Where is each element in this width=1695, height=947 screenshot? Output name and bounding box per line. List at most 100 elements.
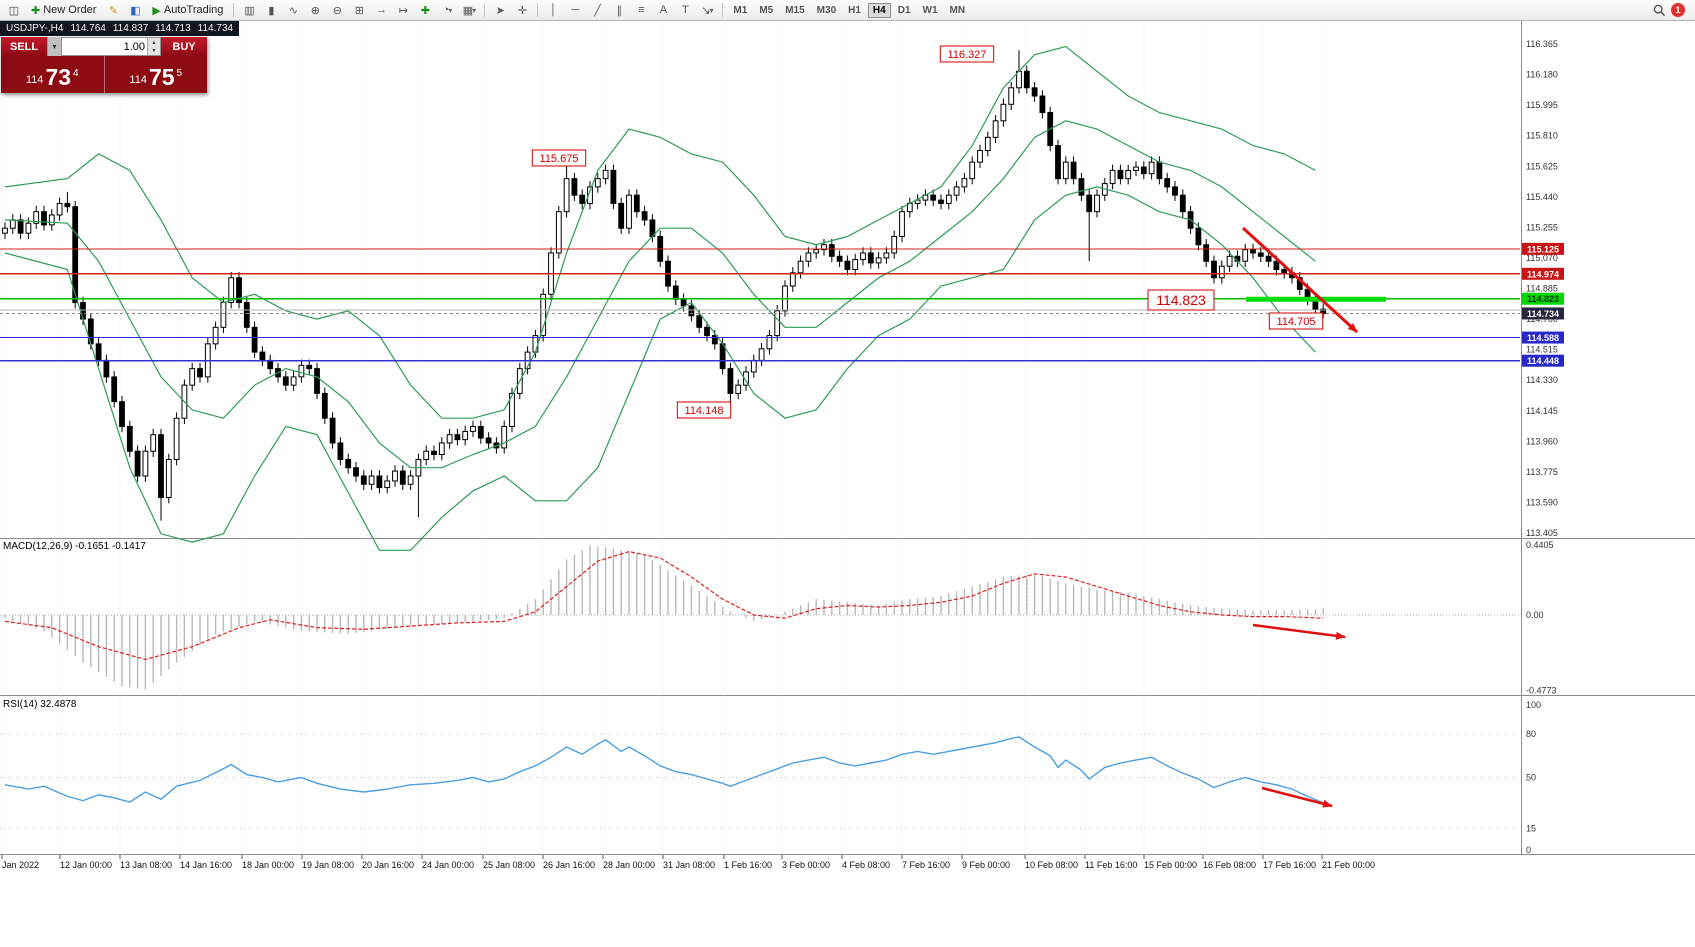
timeframe-w1[interactable]: W1 [918,3,943,18]
svg-text:80: 80 [1526,729,1536,739]
text-tool-icon[interactable]: A [659,4,668,16]
volume-up-icon[interactable]: ▴ [152,39,156,46]
svg-text:0: 0 [1526,845,1531,855]
price-tag [1522,331,1564,344]
bid-price[interactable]: 114 73 4 [1,56,104,93]
arrows-tool-icon[interactable]: ↘ ▾ [697,2,717,18]
svg-text:114.705: 114.705 [1277,316,1316,328]
new-order-button[interactable]: ✚ New Order [26,2,101,18]
quote-bar: USDJPY-,H4 114.764 114.837 114.713 114.7… [0,21,240,36]
svg-text:114.588: 114.588 [1527,333,1559,343]
svg-text:113.960: 113.960 [1526,436,1558,446]
ask-prefix: 114 [129,73,147,86]
arrow-glyph-icon: ↘ [701,4,711,17]
toolbar-separator [537,3,539,17]
candlestick-chart-icon[interactable]: ▮ [268,4,275,17]
cursor-icon[interactable]: ➤ [495,4,506,17]
market-watch-icon[interactable]: ◧ [130,4,141,17]
ask-price[interactable]: 114 75 5 [103,56,208,93]
chart-window-icon[interactable]: ◫ [8,4,20,17]
price-tag [1522,267,1564,280]
search-icon[interactable] [1649,2,1669,18]
timeframe-d1[interactable]: D1 [893,3,916,18]
zoom-out-icon[interactable]: ⊖ [332,4,343,17]
svg-text:3 Feb 00:00: 3 Feb 00:00 [782,860,830,870]
fibonacci-tool-icon[interactable]: ≡ [638,4,645,16]
notification-badge[interactable]: 1 [1671,3,1685,17]
svg-text:114.974: 114.974 [1527,269,1559,279]
time-axis: Jan 2022 12 Jan 00:00 13 Jan 08:00 14 Jan 1… [1,855,1375,870]
indicators-icon[interactable]: ✚ [420,4,431,17]
svg-text:114.734: 114.734 [1527,309,1559,319]
volume-dropdown-icon[interactable]: ▾ [47,37,61,56]
svg-text:7 Feb 16:00: 7 Feb 16:00 [902,860,950,870]
svg-text:113.405: 113.405 [1526,528,1558,538]
svg-text:114.145: 114.145 [1526,406,1558,416]
timeframe-m1[interactable]: M1 [728,3,752,18]
channel-tool-icon[interactable]: ∥ [616,4,623,17]
timeframe-mn[interactable]: MN [945,3,971,18]
svg-text:Jan 2022: Jan 2022 [2,860,39,870]
toolbar-separator [484,3,486,17]
toolbar-separator [233,3,235,17]
bid-prefix: 114 [25,73,44,86]
svg-text:100: 100 [1526,700,1541,710]
rsi-label: RSI(14) 32.4878 [3,699,77,710]
zoom-in-icon[interactable]: ⊕ [310,4,321,17]
timeframe-m30[interactable]: M30 [812,3,841,18]
buy-button[interactable]: BUY [161,37,207,56]
svg-text:24 Jan 00:00: 24 Jan 00:00 [422,860,474,870]
templates-icon[interactable]: ▦ ▾ [459,2,479,18]
chevron-down-icon: ▾ [448,5,453,15]
symbol-period-label: USDJPY-,H4 [6,23,64,34]
rsi-panel [0,733,1520,829]
svg-text:115.125: 115.125 [1527,244,1559,254]
svg-text:116.180: 116.180 [1526,70,1558,80]
crosshair-icon[interactable]: ✛ [517,4,528,17]
text-label-tool-icon[interactable]: T [682,4,689,16]
volume-down-icon[interactable]: ▾ [152,48,156,55]
chevron-down-icon: ▾ [709,5,714,15]
timeframe-h4[interactable]: H4 [867,2,891,18]
svg-text:25 Jan 08:00: 25 Jan 08:00 [483,860,535,870]
autotrading-button[interactable]: ▶ AutoTrading [147,2,228,18]
metaeditor-icon[interactable]: ✎ [108,4,119,17]
svg-text:19 Jan 08:00: 19 Jan 08:00 [302,860,354,870]
volume-stepper[interactable]: ▴ ▾ [147,38,160,55]
auto-scroll-icon[interactable]: → [375,4,387,16]
horizontal-line-tool-icon[interactable]: ─ [571,4,580,16]
vertical-line-tool-icon[interactable]: │ [549,4,557,16]
price-tag [1522,292,1564,305]
price-callouts[interactable]: 116.327 115.675 114.823 114.148 114.705 [531,45,1324,419]
svg-text:0.4405: 0.4405 [1526,540,1554,550]
svg-text:113.590: 113.590 [1526,497,1558,507]
svg-text:116.327: 116.327 [948,49,987,61]
svg-text:114.823: 114.823 [1527,294,1559,304]
trend-arrows[interactable] [1241,226,1359,808]
timeframe-m5[interactable]: M5 [754,3,778,18]
quote-open: 114.764 [70,23,106,34]
svg-text:12 Jan 00:00: 12 Jan 00:00 [60,860,112,870]
bar-chart-icon[interactable]: ▥ [244,4,255,17]
svg-text:16 Feb 08:00: 16 Feb 08:00 [1203,860,1256,870]
svg-text:14 Jan 16:00: 14 Jan 16:00 [180,860,232,870]
periods-icon[interactable]: ◔ ▾ [437,2,457,18]
tile-windows-icon[interactable]: ⊞ [354,4,365,17]
timeframe-m15[interactable]: M15 [780,3,809,18]
chart-shift-icon[interactable]: ↦ [398,4,409,17]
horizontal-lines[interactable] [0,248,1520,362]
chevron-down-icon: ▾ [472,5,477,15]
volume-input[interactable] [62,38,147,55]
timeframe-h1[interactable]: H1 [843,3,866,18]
line-chart-icon[interactable]: ∿ [288,4,299,17]
price-axis: 116.365 116.180 115.995 115.810 115.625 115.4… [1522,39,1564,855]
macd-panel [0,545,1520,690]
new-order-icon: ✚ [31,4,41,17]
sell-button[interactable]: SELL [1,37,47,56]
svg-text:114.330: 114.330 [1526,375,1558,385]
quote-high: 114.837 [112,23,149,34]
svg-text:50: 50 [1526,773,1536,783]
trendline-tool-icon[interactable]: ╱ [594,4,601,17]
